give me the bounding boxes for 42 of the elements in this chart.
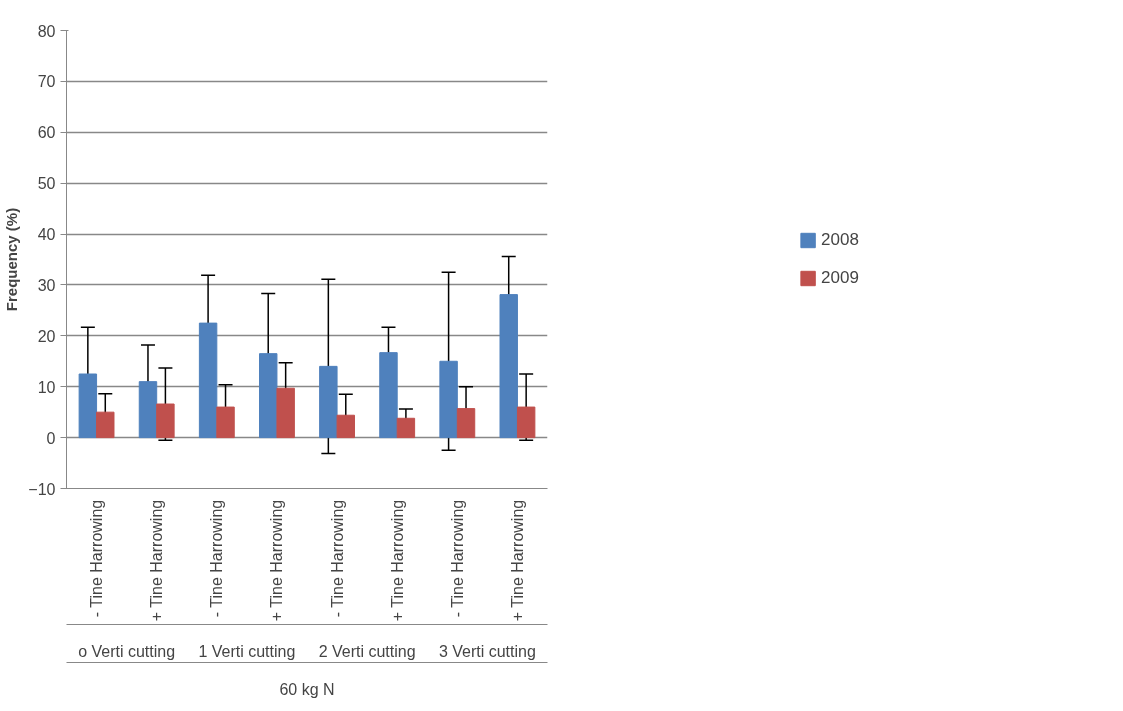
x-tick-label: - Tine Harrowing: [448, 499, 466, 618]
x-tick-label: - Tine Harrowing: [208, 499, 226, 618]
text: 60 kg N: [279, 680, 335, 698]
bar: [336, 414, 355, 439]
y-tick-label: 20: [37, 327, 56, 345]
x-tick-label: - Tine Harrowing: [328, 499, 346, 618]
x-tick-label: + Tine Harrowing: [148, 499, 166, 622]
bar: [198, 322, 218, 439]
y-tick-label: 80: [37, 22, 56, 40]
bar: [516, 406, 536, 439]
y-tick-label: 40: [37, 226, 56, 244]
y-axis-title: Frequency (%): [3, 207, 21, 312]
x-tick-label: + Tine Harrowing: [508, 499, 526, 622]
bar: [216, 406, 235, 439]
y-tick-label: −10: [28, 480, 56, 498]
text: 2 Verti cutting: [318, 642, 416, 660]
y-tick-label: 10: [37, 378, 56, 396]
bar: [379, 352, 398, 439]
x-tick-label: - Tine Harrowing: [88, 499, 106, 618]
bar: [396, 417, 416, 439]
bar: [78, 373, 98, 439]
y-tick-label: 50: [37, 175, 56, 193]
y-tick-label: 60: [37, 124, 56, 142]
bar: [259, 353, 278, 439]
bar: [499, 294, 518, 439]
bar: [439, 360, 458, 439]
bar: [96, 411, 115, 439]
text: 1 Verti cutting: [198, 642, 296, 660]
x-tick-label: + Tine Harrowing: [388, 499, 406, 622]
text: o Verti cutting: [78, 642, 176, 660]
bar: [319, 365, 338, 439]
x-tick-label: + Tine Harrowing: [268, 499, 286, 622]
legend-label: 2008: [821, 230, 859, 250]
bar: [156, 403, 175, 439]
text: 3 Verti cutting: [438, 642, 536, 660]
y-tick-label: 30: [37, 276, 56, 294]
legend-label: 2009: [821, 268, 859, 288]
bar: [276, 387, 295, 439]
bar: [456, 408, 476, 439]
y-tick-label: 70: [37, 73, 56, 91]
bar: [138, 381, 158, 439]
y-tick-label: 0: [46, 429, 56, 447]
